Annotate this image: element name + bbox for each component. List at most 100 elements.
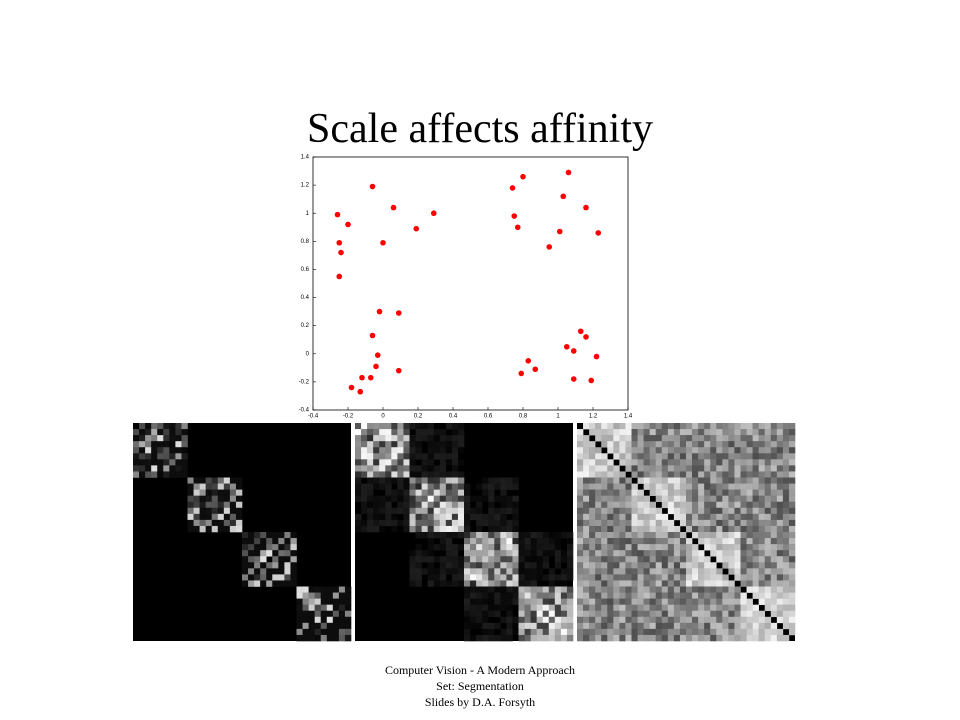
- matrix-cell: [728, 483, 735, 490]
- matrix-cell: [734, 538, 741, 545]
- matrix-cell: [728, 592, 735, 599]
- matrix-cell: [457, 441, 465, 448]
- matrix-cell: [667, 556, 675, 563]
- matrix-cell: [752, 532, 759, 539]
- matrix-cell: [692, 483, 699, 490]
- matrix-cell: [583, 435, 590, 442]
- matrix-cell: [379, 435, 386, 442]
- matrix-cell: [643, 562, 650, 569]
- matrix-cell: [722, 628, 729, 636]
- matrix-cell: [655, 544, 663, 551]
- matrix-cell: [625, 562, 632, 569]
- matrix-cell: [482, 568, 489, 575]
- matrix-cell: [229, 525, 237, 533]
- matrix-cell: [728, 471, 735, 478]
- matrix-cell: [500, 634, 507, 642]
- matrix-cell: [433, 513, 441, 521]
- matrix-cell: [518, 538, 525, 545]
- matrix-cell: [728, 429, 735, 436]
- matrix-cell: [661, 447, 669, 454]
- matrix-cell: [355, 471, 362, 478]
- matrix-cell: [595, 532, 602, 539]
- matrix-cell: [637, 519, 644, 527]
- matrix-cell: [284, 532, 291, 539]
- matrix-cell: [229, 501, 237, 509]
- matrix-cell: [613, 423, 620, 430]
- matrix-cell: [403, 447, 410, 454]
- matrix-cell: [451, 562, 459, 569]
- matrix-cell: [686, 471, 693, 478]
- matrix-cell: [242, 580, 249, 587]
- matrix-cell: [409, 574, 416, 581]
- matrix-cell: [451, 465, 459, 472]
- matrix-cell: [673, 525, 681, 533]
- matrix-cell: [500, 556, 507, 563]
- matrix-cell: [788, 628, 796, 636]
- matrix-cell: [740, 513, 747, 521]
- matrix-cell: [451, 489, 459, 496]
- matrix-cell: [583, 550, 590, 557]
- matrix-cell: [722, 634, 729, 642]
- matrix-cell: [457, 471, 465, 478]
- matrix-cell: [199, 507, 206, 515]
- matrix-cell: [379, 447, 386, 454]
- matrix-cell: [266, 532, 273, 539]
- matrix-cell: [770, 556, 778, 563]
- matrix-cell: [589, 489, 596, 496]
- matrix-cell: [692, 622, 699, 630]
- matrix-cell: [728, 550, 735, 557]
- matrix-cell: [433, 532, 441, 539]
- matrix-cell: [716, 604, 723, 612]
- point: [511, 213, 518, 219]
- matrix-cell: [637, 435, 644, 442]
- matrix-cell: [482, 556, 489, 563]
- matrix-cell: [758, 574, 766, 581]
- matrix-cell: [548, 538, 556, 545]
- matrix-cell: [217, 519, 225, 527]
- matrix-cell: [554, 562, 562, 569]
- matrix-cell: [613, 580, 620, 587]
- matrix-cell: [722, 429, 729, 436]
- matrix-cell: [482, 513, 489, 521]
- matrix-cell: [764, 604, 772, 612]
- matrix-cell: [728, 544, 735, 551]
- matrix-cell: [655, 453, 663, 460]
- matrix-cell: [686, 435, 693, 442]
- matrix-cell: [679, 604, 687, 612]
- matrix-cell: [421, 507, 428, 515]
- matrix-cell: [439, 562, 447, 569]
- matrix-cell: [506, 477, 513, 484]
- matrix-cell: [692, 604, 699, 612]
- matrix-cell: [566, 610, 574, 618]
- matrix-cell: [433, 556, 441, 563]
- matrix-cell: [716, 471, 723, 478]
- matrix-cell: [776, 556, 784, 563]
- matrix-cell: [506, 562, 513, 569]
- matrix-cell: [764, 634, 772, 642]
- matrix-cell: [661, 423, 669, 430]
- matrix-cell: [169, 447, 176, 454]
- matrix-cell: [512, 628, 519, 636]
- matrix-cell: [704, 532, 711, 539]
- matrix-cell: [361, 483, 368, 490]
- matrix-cell: [193, 477, 200, 484]
- matrix-cell: [607, 562, 614, 569]
- matrix-cell: [476, 544, 483, 551]
- matrix-cell: [415, 562, 422, 569]
- matrix-cell: [524, 580, 531, 587]
- matrix-cell: [433, 489, 441, 496]
- matrix-cell: [631, 532, 638, 539]
- matrix-cell: [445, 556, 453, 563]
- matrix-cell: [470, 495, 477, 503]
- matrix-cell: [643, 507, 650, 515]
- matrix-cell: [686, 622, 693, 630]
- matrix-cell: [355, 435, 362, 442]
- matrix-cell: [625, 550, 632, 557]
- matrix-cell: [589, 453, 596, 460]
- matrix-cell: [637, 453, 644, 460]
- matrix-cell: [601, 513, 608, 521]
- matrix-cell: [601, 550, 608, 557]
- matrix-cell: [542, 604, 550, 612]
- matrix-cell: [752, 441, 759, 448]
- matrix-cell: [698, 495, 705, 503]
